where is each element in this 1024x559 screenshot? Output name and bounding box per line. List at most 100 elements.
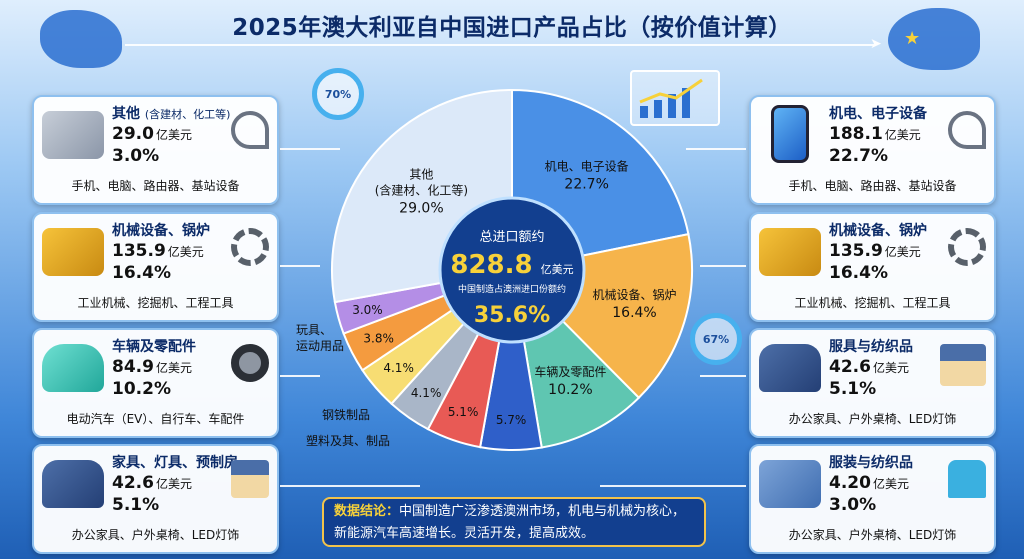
card-unit: 亿美元 [155,361,192,375]
conclusion-box: 数据结论：中国制造广泛渗透澳洲市场，机电与机械为核心，新能源汽车高速增长。灵活开… [322,497,706,547]
office-chair-icon [42,460,104,508]
satellite-dish-icon [231,111,269,149]
connector-line [280,265,320,267]
smartphone-icon [771,105,809,163]
outer-label-plastics: 塑料及其、制品 [306,434,391,448]
progress-badge-67: 67% [690,313,742,365]
card-unit: 亿美元 [155,128,192,142]
card-value: 42.6 [829,357,871,377]
card-value: 29.0 [112,124,154,144]
card-percentage: 22.7% [829,146,888,166]
card-percentage: 10.2% [112,379,171,399]
slice-label: 车辆及零配件 10.2% [534,364,606,398]
excavator-icon [759,228,821,276]
card-title: 车辆及零配件 [112,339,196,355]
donut-chart: 机电、电子设备 22.7% 机械设备、锅炉 16.4% 车辆及零配件 10.2% 5.7% 5… [331,88,693,451]
card-value: 188.1 [829,124,883,144]
gear-icon [948,228,986,266]
card-unit: 亿美元 [872,361,909,375]
slice-label: 机电、电子设备 22.7% [545,160,629,193]
category-card-other: 其他 (含建材、化工等) 29.0 亿美元 3.0% 手机、电脑、路由器、基站设备 [32,95,279,205]
trend-chart-icon [630,70,720,126]
house-icon [940,344,986,386]
card-unit: 亿美元 [167,245,204,259]
card-examples: 办公家具、户外桌椅、LED灯饰 [788,528,957,542]
progress-badge-70: 70% [312,68,364,120]
card-value: 4.20 [829,473,871,493]
connector-line [280,485,420,487]
gear-icon [231,228,269,266]
card-unit: 亿美元 [884,128,921,142]
category-card-furniture: 家具、灯具、预制房 42.6 亿美元 5.1% 办公家具、户外桌椅、LED灯饰 [32,444,279,554]
slice-category-label: 其他 [409,167,433,181]
slice-label: 机械设备、锅炉 16.4% [592,287,676,321]
page-title: 2025年澳大利亚自中国进口产品占比（按价值计算） [232,15,792,41]
card-title: 服装与纺织品 [829,455,913,471]
shirt-icon [948,460,986,498]
card-value: 42.6 [112,473,154,493]
satellite-dish-icon [948,111,986,149]
card-unit: 亿美元 [884,245,921,259]
category-card-electronics: 机电、电子设备 188.1 亿美元 22.7% 手机、电脑、路由器、基站设备 [749,95,996,205]
card-title: 家具、灯具、预制房 [112,455,238,471]
slice-value-label: 3.0% [352,303,383,317]
slice-category-label: 车辆及零配件 [534,364,606,379]
slice-value-label: 22.7% [564,177,608,193]
card-percentage: 3.0% [829,495,877,515]
card-examples: 工业机械、挖掘机、工程工具 [794,296,951,310]
card-title: 机械设备、锅炉 [112,223,210,239]
card-percentage: 3.0% [112,146,160,166]
connector-line [280,375,320,377]
connector-line [686,148,746,150]
slice-label: 3.8% [363,332,394,346]
card-value: 135.9 [829,241,883,261]
slice-value-label: 3.8% [363,332,394,346]
card-examples: 办公家具、户外桌椅、LED灯饰 [71,528,240,542]
category-card-vehicles: 车辆及零配件 84.9 亿美元 10.2% 电动汽车（EV）、自行车、车配件 [32,328,279,438]
card-title: 服具与纺织品 [829,339,913,355]
excavator-icon [42,228,104,276]
slice-label: 5.1% [448,405,479,419]
clothing-icon [759,460,821,508]
office-chair-icon [759,344,821,392]
card-percentage: 5.1% [829,379,877,399]
card-examples: 办公家具、户外桌椅、LED灯饰 [788,412,957,426]
card-title: 机电、电子设备 [829,106,927,122]
slice-label: 其他(含建材、化工等) 29.0% [375,167,468,216]
card-examples: 手机、电脑、路由器、基站设备 [788,179,957,193]
australia-map-icon [40,10,122,68]
category-card-machinery-right: 机械设备、锅炉 135.9 亿美元 16.4% 工业机械、挖掘机、工程工具 [749,212,996,322]
slice-category-label: 机电、电子设备 [545,160,629,174]
slice-value-label: 16.4% [612,305,656,321]
slice-value-label: 5.1% [448,405,479,419]
card-subtitle: (含建材、化工等) [144,108,231,121]
card-value: 135.9 [112,241,166,261]
slice-category-label: 机械设备、锅炉 [592,287,676,302]
card-unit: 亿美元 [872,477,909,491]
share-label: 中国制造占澳洲进口份额约 [458,283,566,295]
slice-value-label: 4.1% [383,361,414,375]
connector-line [600,485,746,487]
total-label: 总进口额约 [479,230,544,245]
house-icon [231,460,269,498]
connector-line [280,148,340,150]
card-percentage: 16.4% [829,263,888,283]
card-percentage: 16.4% [112,263,171,283]
connector-line [700,375,746,377]
share-value: 35.6% [474,303,550,328]
card-title: 机械设备、锅炉 [829,223,927,239]
slice-value-label: 29.0% [399,200,443,216]
slice-label: 4.1% [383,361,414,375]
tire-icon [231,344,269,382]
outer-label-toys: 玩具、 运动用品 [296,323,345,353]
slice-label: 5.7% [496,413,527,427]
slice-category-label: (含建材、化工等) [375,182,468,197]
slice-value-label: 4.1% [411,386,442,400]
card-examples: 手机、电脑、路由器、基站设备 [71,179,240,193]
trade-flow-arrow [125,44,875,46]
slice-label: 4.1% [411,386,442,400]
card-value: 84.9 [112,357,154,377]
connector-line [700,265,746,267]
card-percentage: 5.1% [112,495,160,515]
slice-label: 3.0% [352,303,383,317]
